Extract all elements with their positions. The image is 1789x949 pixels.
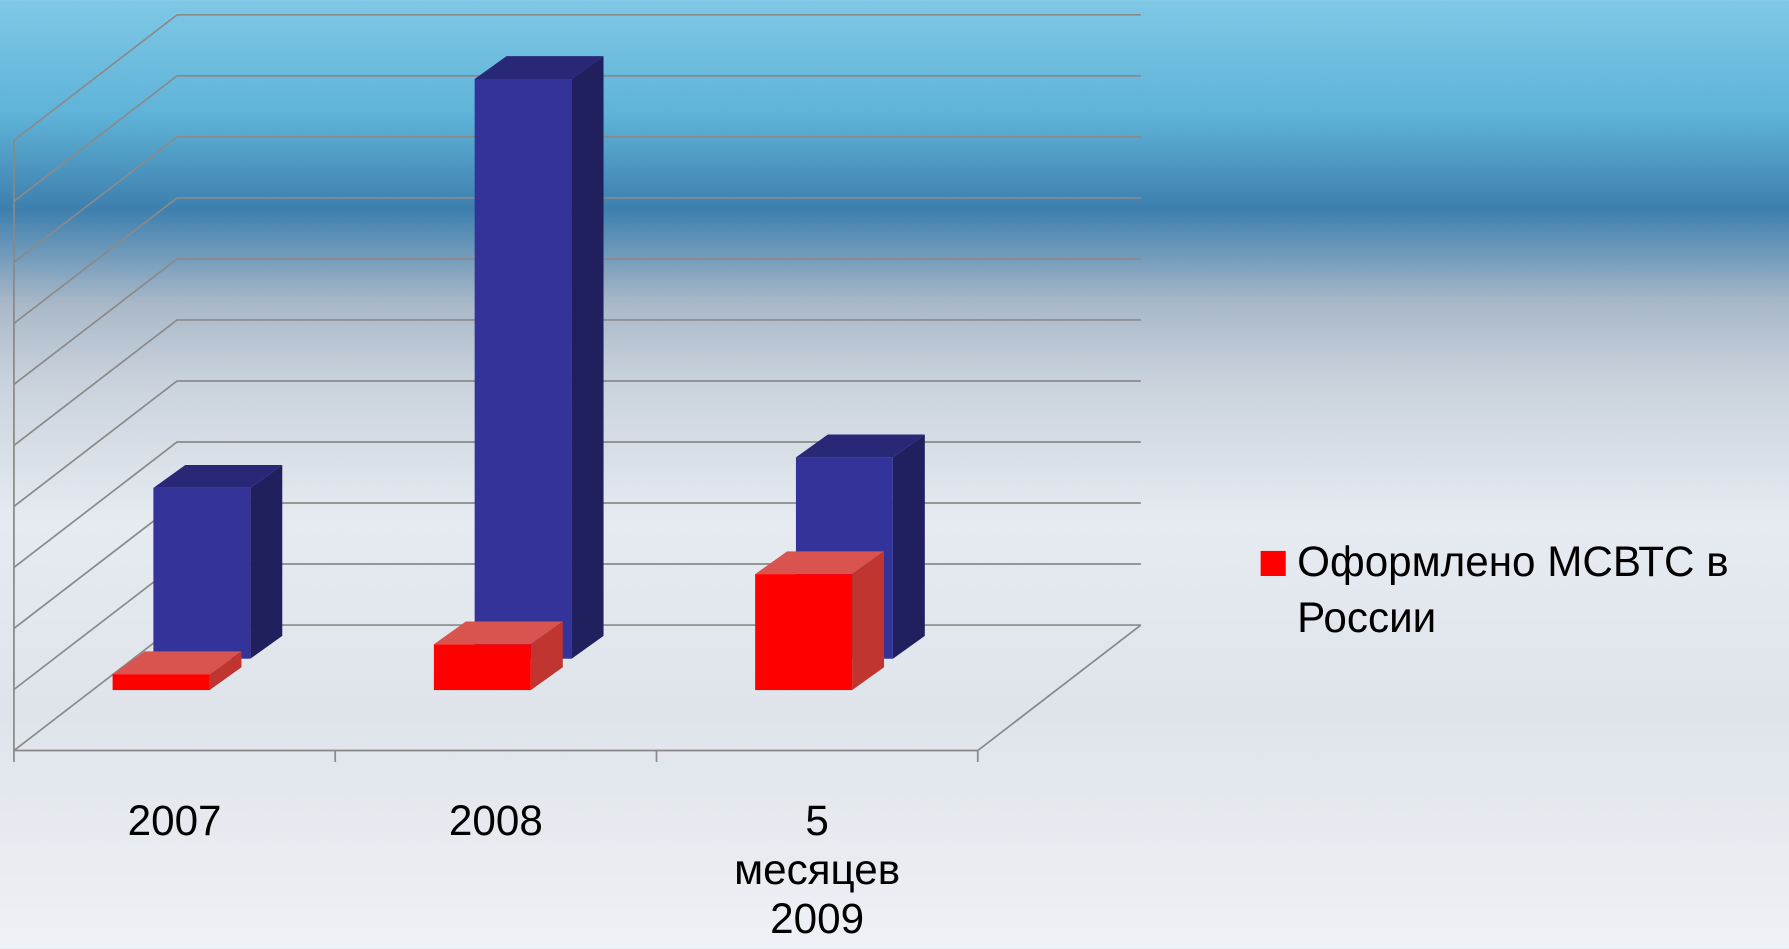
bar-top <box>474 56 604 79</box>
bar <box>153 465 283 659</box>
x-tick-label-box: 2007 <box>127 797 222 845</box>
bar-front <box>474 78 572 659</box>
bar-front <box>112 674 210 691</box>
bar-side <box>530 621 563 691</box>
bar-top <box>755 551 885 575</box>
bar-top <box>153 465 283 488</box>
bar-side <box>852 551 885 691</box>
bar-front <box>433 644 531 691</box>
bar-side <box>892 434 925 659</box>
bar <box>433 621 563 691</box>
bar <box>112 651 242 691</box>
bar-side <box>209 651 242 691</box>
x-tick-label: 2008 <box>448 797 543 845</box>
grid-line <box>13 197 1141 325</box>
legend-label-box: Оформлено МСВТС в России <box>1297 538 1729 642</box>
bar-top <box>795 434 925 458</box>
legend-label: Оформлено МСВТС в России <box>1297 538 1729 642</box>
grid-line <box>13 136 1141 264</box>
grid-line <box>13 13 1141 141</box>
x-tick-label-box: 5 месяцев 2009 <box>734 797 901 943</box>
bar-front <box>153 487 251 659</box>
x-tick-label-box: 2008 <box>448 797 543 845</box>
grid-line <box>13 74 1141 202</box>
x-tick-label: 2007 <box>127 797 222 845</box>
bar-top <box>433 621 563 645</box>
bar-side <box>571 56 604 659</box>
bar-front <box>755 574 853 691</box>
bar-top <box>112 651 242 675</box>
legend-swatch <box>1260 550 1286 577</box>
grid-line <box>13 258 1141 386</box>
bar <box>755 551 885 691</box>
axis <box>977 624 1142 752</box>
grid-line <box>13 319 1141 447</box>
bar-side <box>250 465 283 659</box>
x-tick-label: 5 месяцев 2009 <box>734 797 901 943</box>
grid-line <box>13 380 1141 508</box>
bar <box>474 56 604 659</box>
